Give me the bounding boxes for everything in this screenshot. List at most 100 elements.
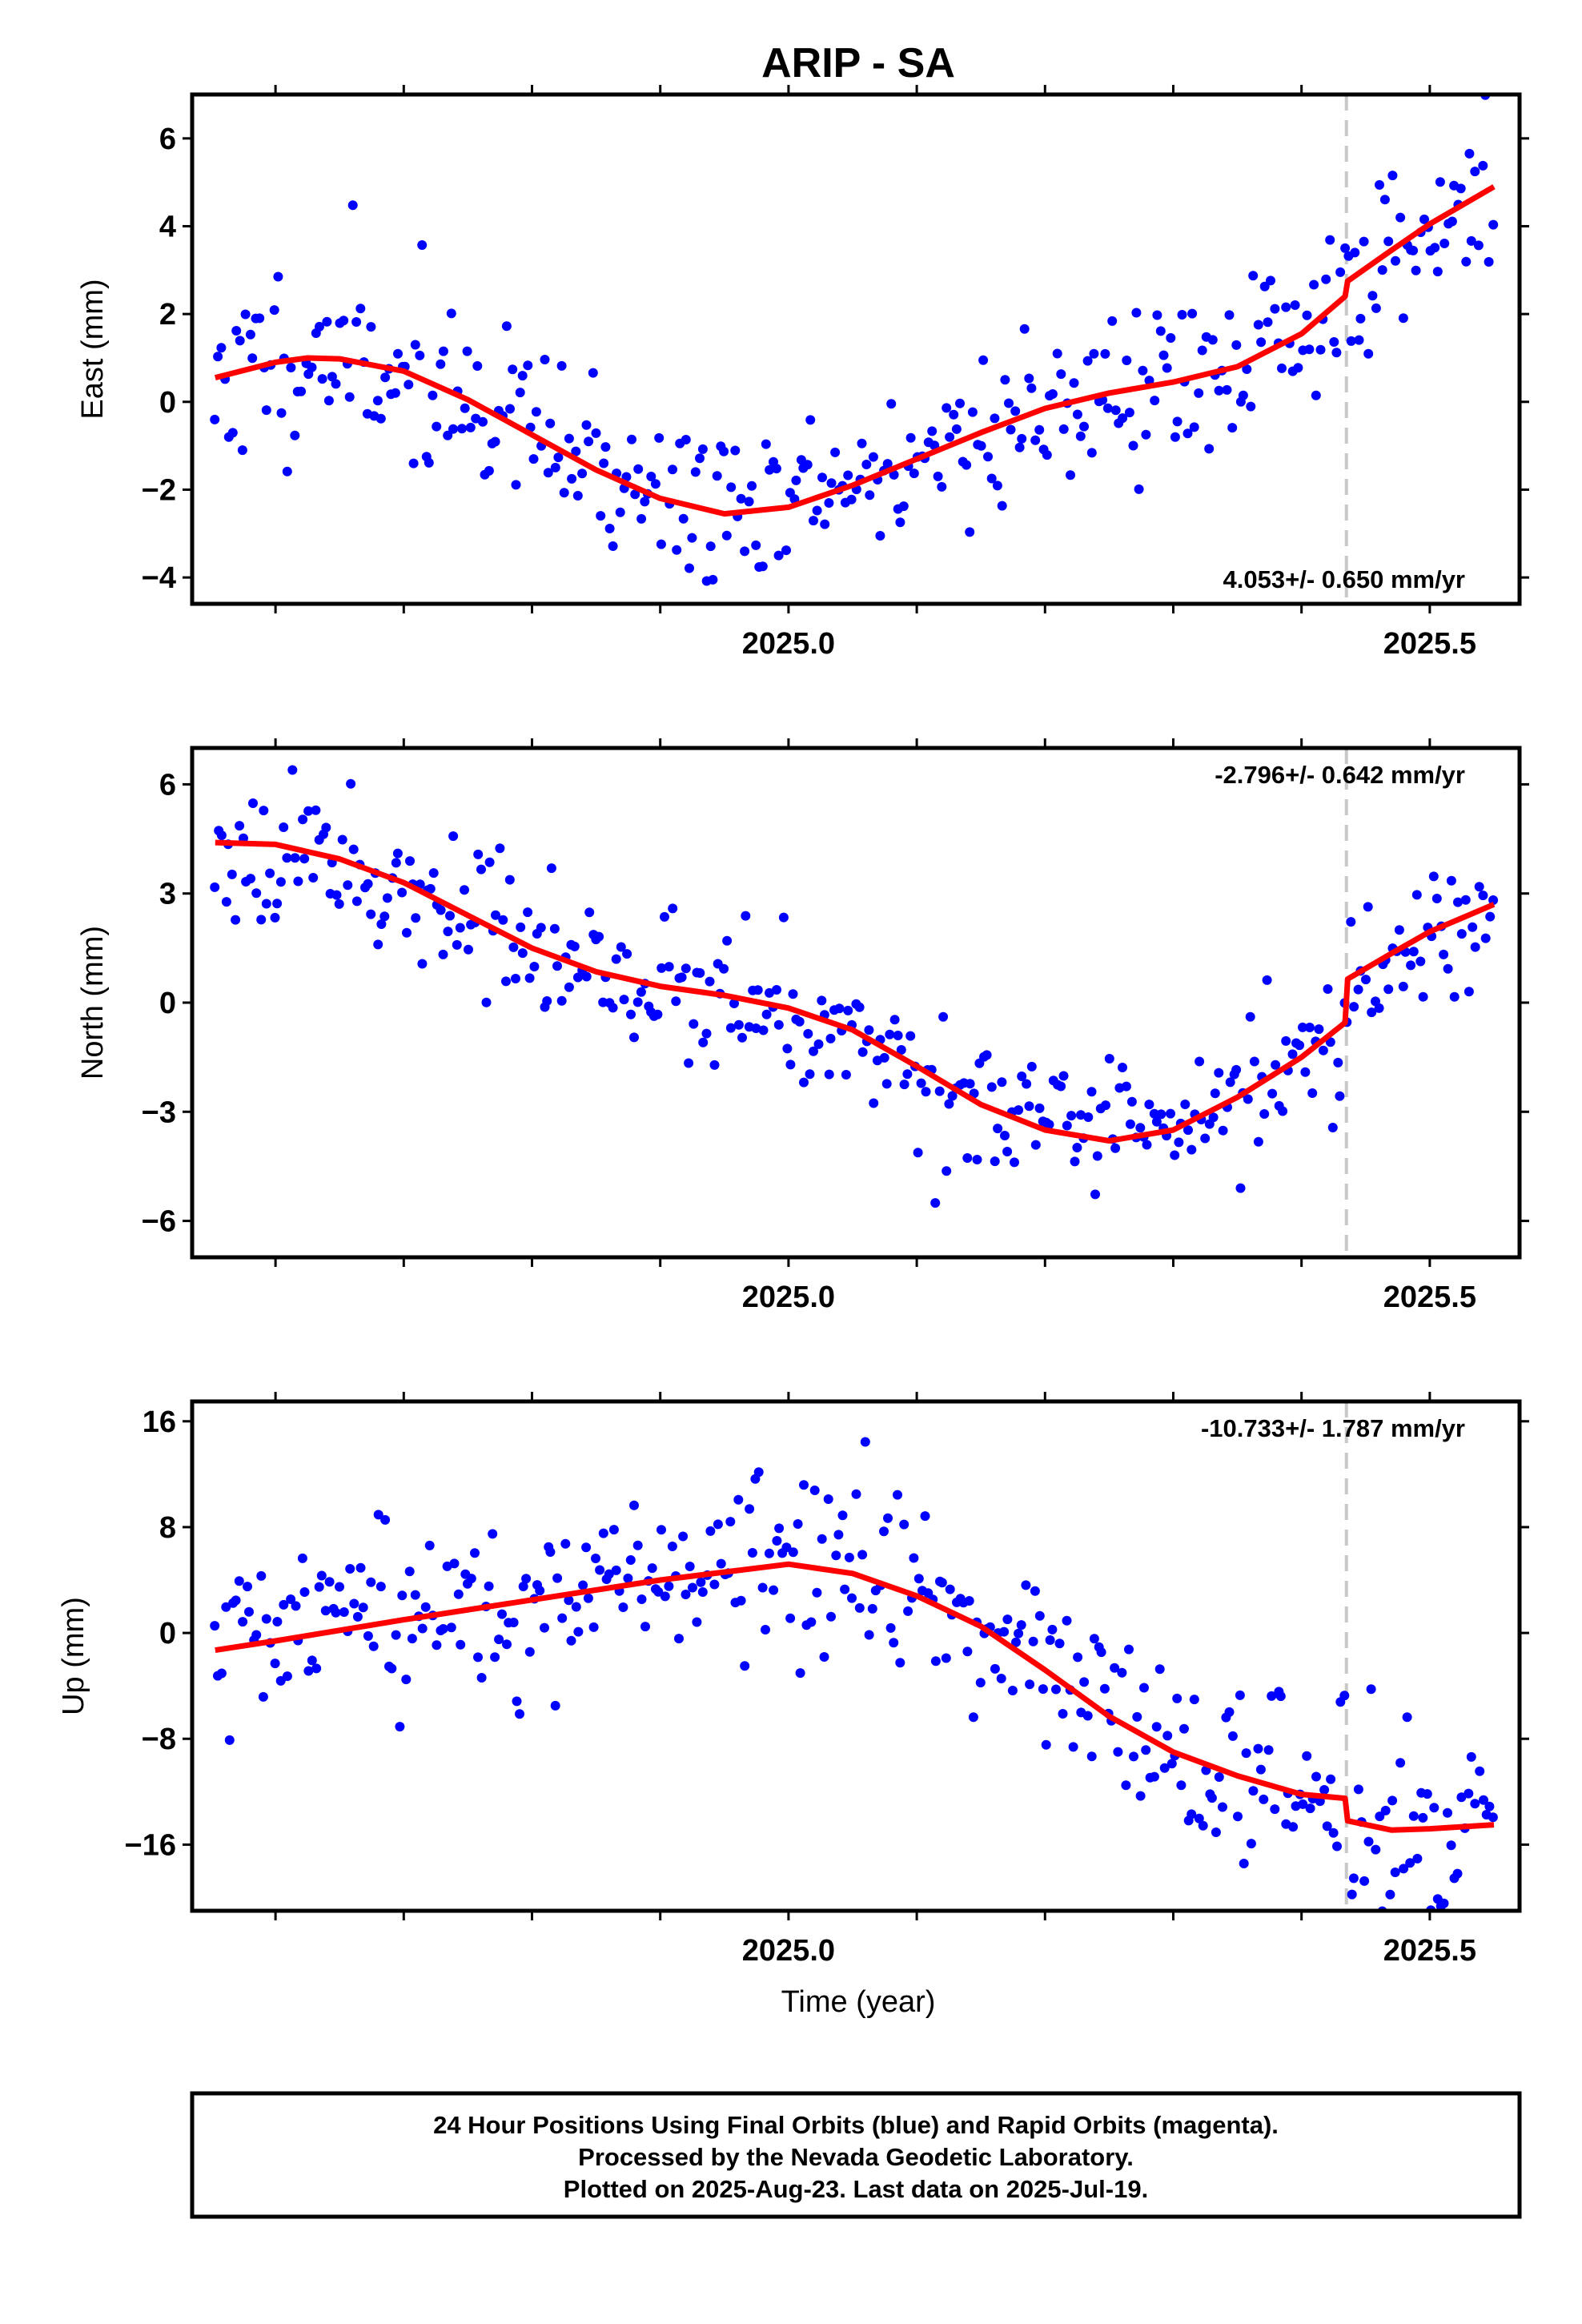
data-point-east xyxy=(286,363,296,372)
data-point-east xyxy=(805,415,816,425)
data-point-north xyxy=(1406,960,1416,971)
data-point-north xyxy=(1361,975,1371,985)
data-point-up xyxy=(709,1579,720,1590)
data-point-north xyxy=(785,1059,796,1070)
data-point-east xyxy=(424,457,434,468)
data-point-north xyxy=(529,962,540,971)
data-point-north xyxy=(272,899,283,909)
data-point-east xyxy=(615,507,625,517)
data-point-east xyxy=(861,460,872,469)
data-point-east xyxy=(967,407,978,417)
data-point-east xyxy=(1461,256,1472,267)
data-point-east xyxy=(882,459,893,469)
data-point-up xyxy=(432,1640,442,1651)
data-point-north xyxy=(905,1031,916,1041)
data-point-north xyxy=(334,899,344,909)
data-point-up xyxy=(391,1630,401,1640)
data-point-east xyxy=(1231,340,1242,350)
data-point-east xyxy=(962,460,972,470)
data-point-up xyxy=(725,1517,736,1527)
data-point-east xyxy=(1383,236,1394,247)
data-point-up xyxy=(1326,1774,1336,1784)
data-point-up xyxy=(595,1565,605,1575)
data-point-east xyxy=(1363,348,1374,359)
data-point-east xyxy=(945,432,955,442)
data-point-east xyxy=(965,527,975,537)
y-tick-label-east: 4 xyxy=(159,210,176,243)
data-point-north xyxy=(452,939,462,950)
data-point-east xyxy=(1047,389,1058,399)
data-point-up xyxy=(812,1587,822,1598)
data-point-up xyxy=(1319,1785,1330,1795)
data-point-east xyxy=(1019,324,1030,334)
data-point-north xyxy=(270,912,280,923)
data-point-up xyxy=(1117,1667,1127,1678)
data-point-north xyxy=(701,1028,712,1039)
data-point-north xyxy=(1449,991,1460,1002)
data-point-up xyxy=(1166,1759,1177,1769)
data-point-east xyxy=(315,321,324,332)
data-point-up xyxy=(282,1671,292,1682)
data-point-east xyxy=(608,541,618,551)
data-point-east xyxy=(1256,337,1267,348)
data-point-up xyxy=(1038,1684,1048,1695)
data-point-up xyxy=(769,1585,779,1595)
data-point-up xyxy=(809,1486,820,1495)
data-point-east xyxy=(1309,279,1319,290)
data-point-north xyxy=(1468,922,1478,932)
data-point-east xyxy=(448,424,458,434)
data-point-up xyxy=(867,1603,877,1614)
data-point-up xyxy=(1227,1731,1238,1741)
data-point-up xyxy=(1014,1628,1024,1638)
data-point-up xyxy=(851,1489,861,1499)
data-point-north xyxy=(1210,1088,1220,1099)
data-point-east xyxy=(1478,160,1488,171)
data-point-north xyxy=(622,949,632,959)
data-point-north xyxy=(259,806,269,816)
data-point-north xyxy=(1118,1063,1127,1072)
data-point-up xyxy=(1189,1695,1199,1705)
data-point-north xyxy=(1022,1079,1032,1089)
data-point-east xyxy=(1222,384,1232,395)
data-point-east xyxy=(1069,378,1079,388)
data-point-east xyxy=(1082,356,1093,366)
data-point-north xyxy=(896,1045,906,1055)
data-point-up xyxy=(456,1639,466,1650)
data-point-east xyxy=(564,433,574,444)
data-point-north xyxy=(698,1037,709,1047)
data-point-north xyxy=(1000,1131,1010,1140)
data-point-up xyxy=(629,1500,639,1510)
fit-line-north xyxy=(215,839,1496,1144)
data-point-north xyxy=(733,1019,744,1030)
data-point-up xyxy=(1387,1795,1398,1806)
data-point-up xyxy=(1311,1771,1321,1782)
data-point-up xyxy=(1456,1792,1467,1803)
data-point-east xyxy=(817,472,827,483)
data-point-up xyxy=(512,1696,522,1707)
data-point-up xyxy=(632,1540,643,1550)
data-point-east xyxy=(235,336,245,346)
data-point-north xyxy=(772,985,781,995)
data-point-up xyxy=(1082,1711,1093,1721)
data-point-north xyxy=(1062,1120,1072,1131)
data-point-north xyxy=(265,868,275,879)
data-point-up xyxy=(716,1558,726,1569)
data-point-north xyxy=(556,995,567,1006)
data-point-north xyxy=(629,1032,639,1043)
data-point-north xyxy=(1166,1108,1175,1119)
data-point-up xyxy=(524,1647,535,1657)
data-point-north xyxy=(993,1124,1003,1134)
data-point-north xyxy=(460,885,469,895)
data-point-north xyxy=(282,853,292,863)
data-point-east xyxy=(650,479,661,489)
data-point-up xyxy=(844,1552,854,1562)
data-point-up xyxy=(488,1529,498,1539)
data-point-east xyxy=(1270,304,1280,314)
data-point-north xyxy=(725,1023,736,1033)
data-point-north xyxy=(348,844,359,854)
data-point-east xyxy=(1375,179,1384,190)
data-point-up xyxy=(345,1564,355,1574)
data-point-up xyxy=(335,1582,344,1592)
data-point-up xyxy=(713,1519,723,1530)
data-point-north xyxy=(722,935,733,946)
